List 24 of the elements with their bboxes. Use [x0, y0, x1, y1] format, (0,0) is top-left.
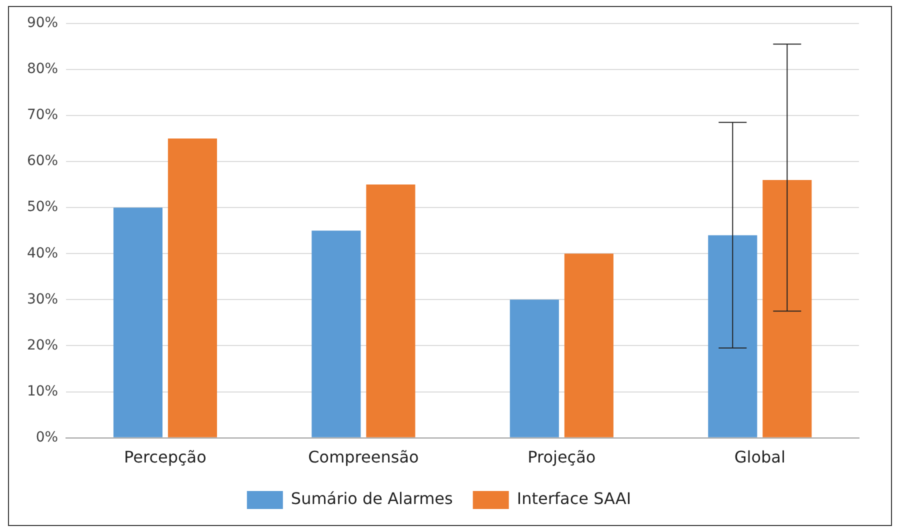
y-tick-label: 90%	[26, 15, 58, 32]
x-tick-label: Projeção	[528, 448, 596, 467]
bar	[312, 230, 361, 438]
bar	[564, 254, 614, 438]
bar	[168, 138, 218, 438]
bar	[510, 300, 559, 438]
y-tick-label: 10%	[26, 383, 58, 400]
y-tick-label: 60%	[26, 153, 58, 170]
y-tick-label: 40%	[26, 245, 58, 262]
y-tick-label: 70%	[26, 107, 58, 124]
x-tick-label: Compreensão	[308, 448, 419, 467]
x-tick-label: Percepção	[124, 448, 206, 467]
y-tick-label: 80%	[26, 61, 58, 78]
y-tick-label: 30%	[26, 291, 58, 308]
legend-label: Interface SAAI	[516, 489, 632, 508]
bar	[366, 184, 416, 438]
x-tick-label: Global	[734, 448, 786, 467]
y-tick-label: 20%	[26, 337, 58, 354]
bar	[762, 180, 812, 438]
legend-label: Sumário de Alarmes	[290, 489, 453, 508]
bar	[113, 208, 162, 438]
bar	[708, 235, 758, 438]
y-tick-label: 50%	[26, 199, 58, 216]
y-tick-label: 0%	[36, 429, 58, 446]
